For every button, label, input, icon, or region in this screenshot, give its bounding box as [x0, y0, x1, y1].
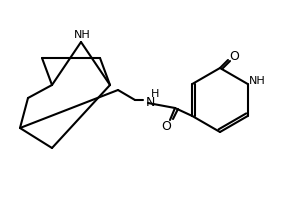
Text: N: N — [145, 96, 155, 108]
Text: NH: NH — [249, 76, 266, 86]
Text: NH: NH — [74, 30, 90, 40]
Text: O: O — [161, 119, 171, 132]
Text: O: O — [229, 49, 239, 62]
Text: H: H — [151, 89, 159, 99]
